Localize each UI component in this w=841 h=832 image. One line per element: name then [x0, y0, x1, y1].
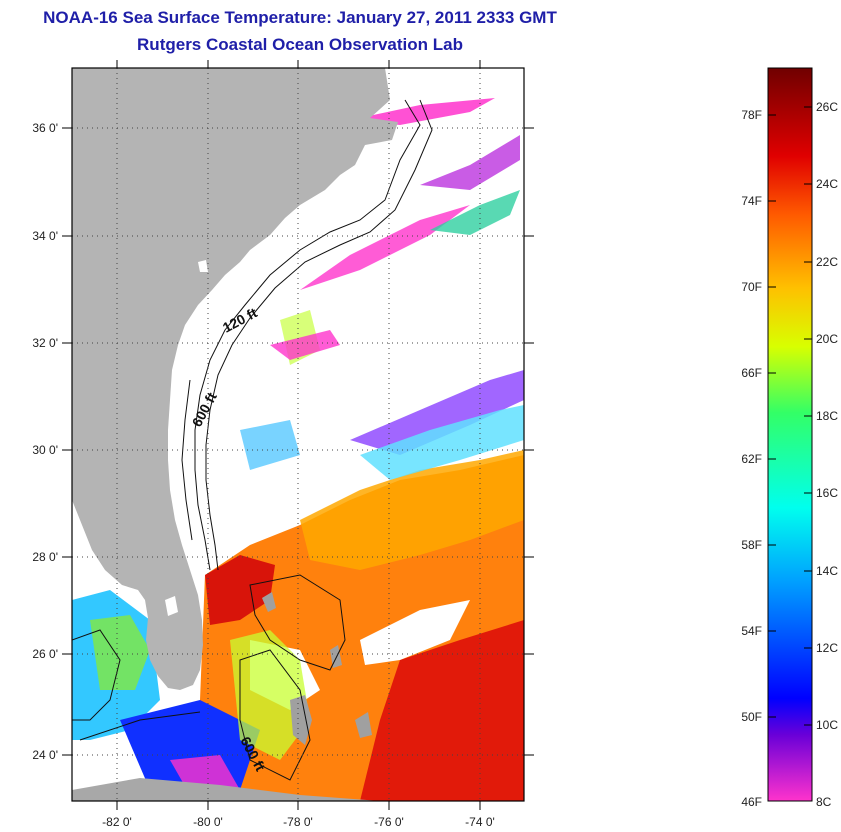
sst-streak: [430, 190, 520, 235]
colorbar-c-label: 24C: [816, 177, 838, 191]
colorbar-f-label: 58F: [741, 538, 762, 552]
lat-label: 26 0': [32, 647, 58, 661]
colorbar-c-ticks: [804, 106, 812, 726]
cloud-patch: [360, 600, 470, 665]
colorbar-c-label: 10C: [816, 718, 838, 732]
colorbar-c-label: 18C: [816, 409, 838, 423]
lon-label: -82 0': [102, 815, 132, 829]
lat-ticks: [62, 127, 534, 756]
lon-label: -74 0': [465, 815, 495, 829]
colorbar-f-label: 46F: [741, 795, 762, 809]
lat-label: 28 0': [32, 550, 58, 564]
isobath-shelf: [181, 379, 193, 541]
sst-mixed-field: [230, 630, 310, 760]
sst-gulf-green: [90, 615, 150, 690]
land-mainland: [72, 68, 398, 690]
colorbar-f-label: 50F: [741, 710, 762, 724]
colorbar-c-label: 8C: [816, 795, 832, 809]
map-grid: [72, 68, 524, 801]
map-title: NOAA-16 Sea Surface Temperature: January…: [43, 8, 557, 27]
colorbar-c-label: 20C: [816, 332, 838, 346]
colorbar-c-label: 26C: [816, 100, 838, 114]
colorbar-gradient: [767, 67, 813, 802]
colorbar-c-label: 22C: [816, 255, 838, 269]
sst-streak: [350, 98, 495, 125]
land-cuba: [72, 778, 380, 801]
colorbar-f-ticks: [768, 114, 776, 718]
colorbar-f-label: 54F: [741, 624, 762, 638]
sst-streak: [270, 330, 340, 360]
colorbar-f-label: 62F: [741, 452, 762, 466]
colorbar-f-label: 74F: [741, 194, 762, 208]
colorbar-f-label: 78F: [741, 108, 762, 122]
colorbar-c-label: 12C: [816, 641, 838, 655]
isobath-gulf: [72, 629, 201, 741]
colorbar: 78F 74F 70F 66F 62F 58F 54F 50F 46F 26C …: [741, 67, 838, 809]
sst-hot-gulfstream: [205, 555, 275, 625]
sst-streak: [360, 405, 524, 480]
sst-orange-band: [300, 450, 524, 570]
lat-label: 32 0': [32, 336, 58, 350]
map-panel: 120 ft 600 ft 600 ft: [72, 68, 524, 801]
lat-label: 30 0': [32, 443, 58, 457]
sst-streak: [240, 420, 300, 470]
lat-label: 34 0': [32, 229, 58, 243]
isobath-600ft: [205, 99, 433, 571]
sst-streak: [300, 205, 470, 290]
lon-label: -78 0': [283, 815, 313, 829]
map-subtitle: Rutgers Coastal Ocean Observation Lab: [137, 35, 463, 54]
lon-ticks: [116, 60, 481, 810]
colorbar-f-label: 66F: [741, 366, 762, 380]
isobath-bahamas: [239, 574, 346, 781]
sst-streak: [350, 370, 524, 455]
lon-label: -76 0': [374, 815, 404, 829]
isobath-120ft: [194, 99, 421, 571]
colorbar-f-label: 70F: [741, 280, 762, 294]
lon-label: -80 0': [193, 815, 223, 829]
lat-label: 36 0': [32, 121, 58, 135]
land-bahamas: [262, 592, 372, 745]
lat-label: 24 0': [32, 748, 58, 762]
sst-streak: [420, 135, 520, 190]
colorbar-c-label: 14C: [816, 564, 838, 578]
colorbar-c-label: 16C: [816, 486, 838, 500]
sst-hot-field: [360, 620, 524, 801]
